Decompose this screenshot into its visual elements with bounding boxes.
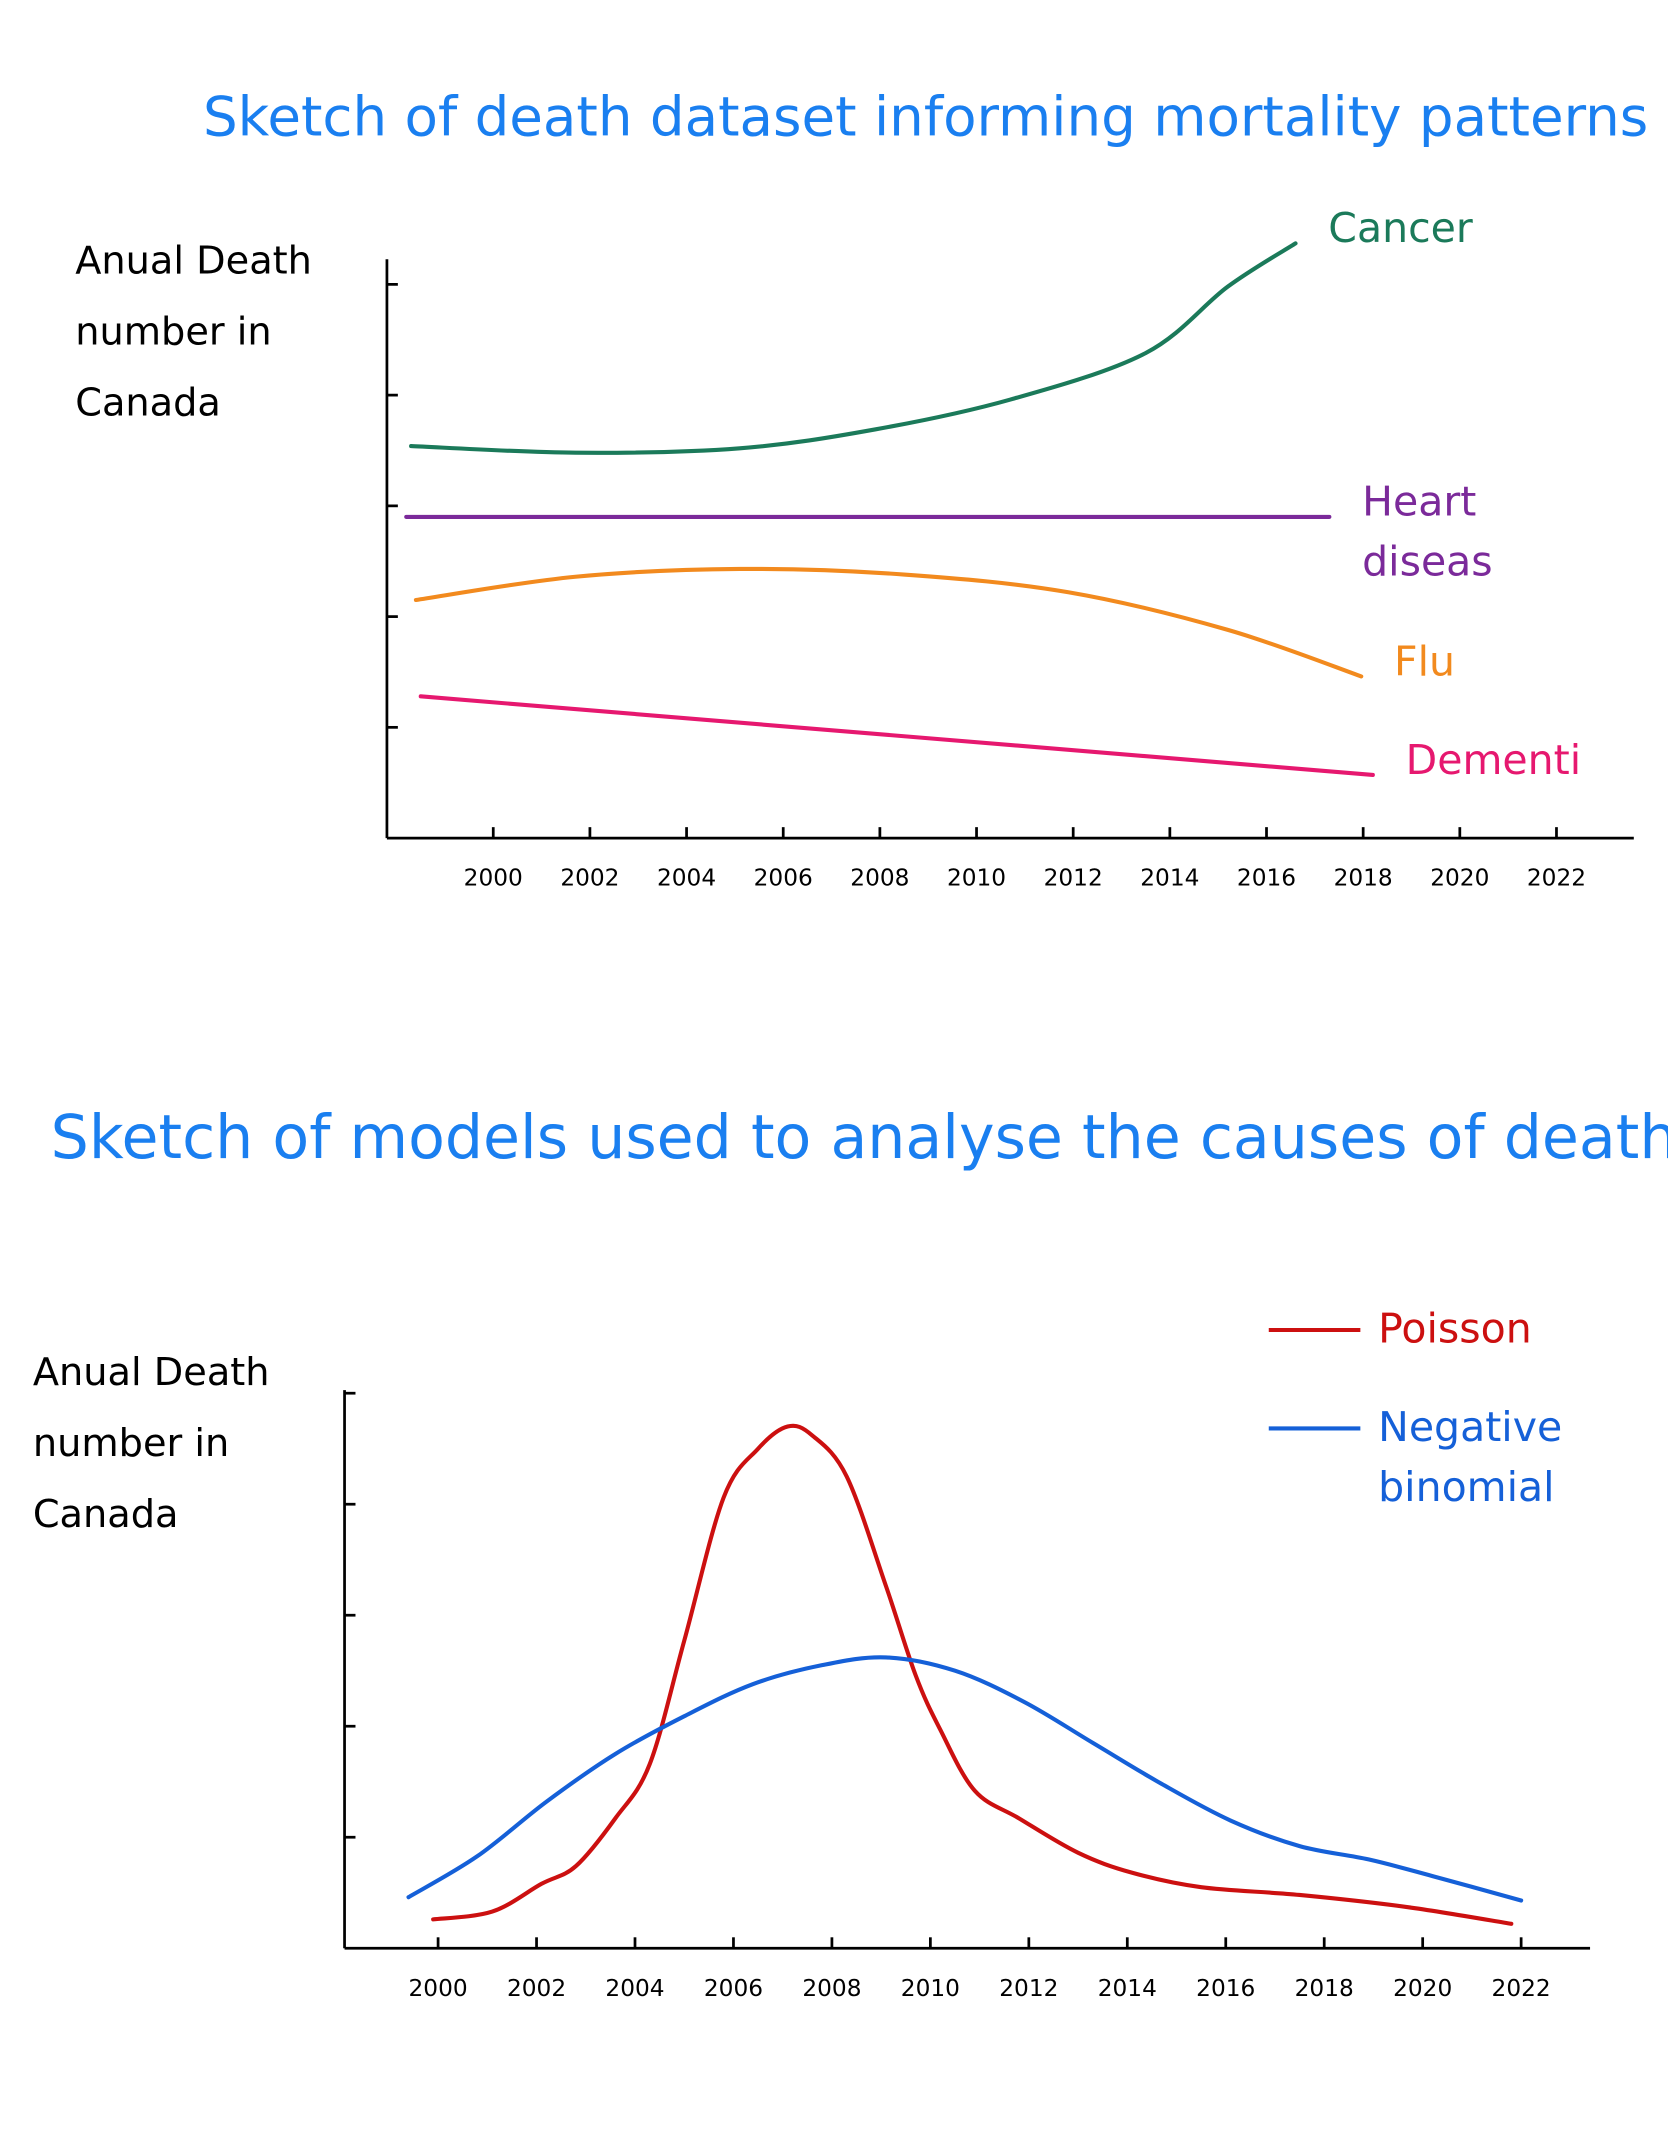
x-tick-label: 2004	[657, 865, 716, 892]
x-tick-label: 2006	[754, 865, 813, 892]
legend-label-box: Poisson	[1378, 1305, 1532, 1354]
x-tick-label: 2022	[1527, 865, 1586, 892]
x-tick-label: 2008	[802, 1975, 861, 2002]
x-tick-label: 2016	[1196, 1975, 1255, 2002]
x-tick-label: 2002	[507, 1975, 566, 2002]
series-label-box: Dementia	[1405, 736, 1584, 785]
x-tick-label: 2010	[901, 1975, 960, 2002]
legend-label: Poisson	[1378, 1305, 1532, 1354]
x-tick-label: 2018	[1295, 1975, 1354, 2002]
legend-label-box: Negative binomial	[1378, 1403, 1563, 1512]
x-tick-label: 2004	[605, 1975, 664, 2002]
x-tick-label: 2002	[560, 865, 619, 892]
y-axis-label: Anual Death number in Canada	[75, 237, 312, 426]
series-line	[418, 694, 1375, 778]
x-tick-label: 2014	[1140, 865, 1199, 892]
x-tick-label: 2016	[1237, 865, 1296, 892]
x-tick-label: 2008	[850, 865, 909, 892]
x-tick-label: 2014	[1098, 1975, 1157, 2002]
y-axis-label-box: Anual Death number in Canada	[75, 237, 312, 426]
x-tick-label: 2012	[999, 1975, 1058, 2002]
series-label-box: Cancer	[1328, 205, 1473, 253]
series-line	[413, 566, 1364, 679]
x-tick-label: 2000	[409, 1975, 468, 2002]
chart-title: Sketch of models used to analyse the cau…	[51, 1103, 1668, 1173]
series-label-box: Flu	[1394, 638, 1456, 686]
chart-title: Sketch of death dataset informing mortal…	[203, 84, 1648, 148]
legend-label: Negative binomial	[1378, 1403, 1563, 1512]
series-label: Flu	[1394, 638, 1456, 686]
x-tick-label: 2000	[464, 865, 523, 892]
series-line	[431, 1423, 1514, 1926]
x-tick-label: 2006	[704, 1975, 763, 2002]
series-line	[406, 1655, 1524, 1903]
x-tick-label: 2018	[1334, 865, 1393, 892]
series-line	[409, 241, 1298, 455]
series-label-box: Heart diseas	[1362, 478, 1493, 587]
y-axis-label: Anual Death number in Canada	[32, 1349, 270, 1537]
x-tick-label: 2012	[1044, 865, 1103, 892]
x-tick-label: 2022	[1492, 1975, 1551, 2002]
x-tick-label: 2010	[947, 865, 1006, 892]
series-label: Dementia	[1405, 736, 1584, 785]
series-label: Cancer	[1328, 205, 1473, 253]
series-label: Heart diseas	[1362, 478, 1493, 587]
x-tick-label: 2020	[1393, 1975, 1452, 2002]
x-tick-label: 2020	[1430, 865, 1489, 892]
y-axis-label-box: Anual Death number in Canada	[32, 1349, 270, 1537]
